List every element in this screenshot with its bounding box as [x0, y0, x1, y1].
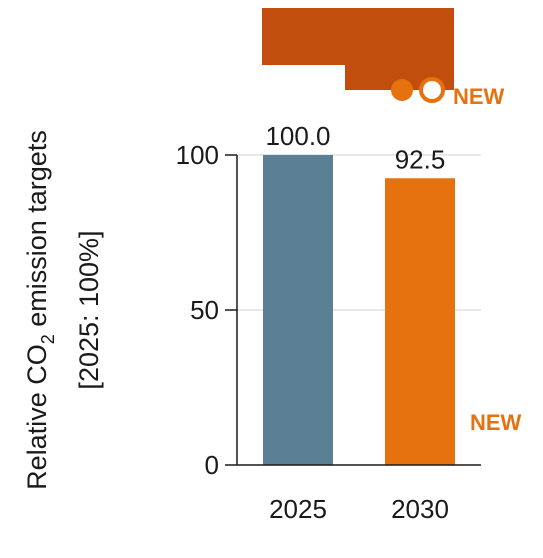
new-badge-bottom: NEW — [470, 410, 522, 435]
x-tick-label: 2025 — [269, 494, 327, 524]
truck-hitch — [297, 65, 310, 70]
y-axis-title-line2: [2025: 100%] — [74, 230, 104, 389]
bar-2025 — [263, 155, 333, 465]
axes — [225, 154, 481, 466]
x-tick-label: 2030 — [391, 494, 449, 524]
bars — [263, 155, 455, 465]
new-badge-top: NEW — [453, 84, 505, 109]
truck-wheel-icon — [391, 79, 413, 101]
data-label: 92.5 — [395, 144, 446, 174]
bar-2030 — [385, 178, 455, 465]
y-axis-title: Relative CO2 emission targets — [22, 130, 58, 490]
y-tick-label: 50 — [190, 295, 219, 325]
labels: 0 50 100 100.0 2025 92.5 2030 — [176, 121, 449, 524]
data-label: 100.0 — [265, 121, 330, 151]
y-tick-label: 0 — [205, 450, 219, 480]
truck-body — [262, 8, 454, 90]
y-tick-label: 100 — [176, 140, 219, 170]
truck-icon — [262, 8, 454, 103]
y-axis-title-subscript: 2 — [38, 334, 58, 344]
truck-wheel-icon — [419, 77, 445, 103]
